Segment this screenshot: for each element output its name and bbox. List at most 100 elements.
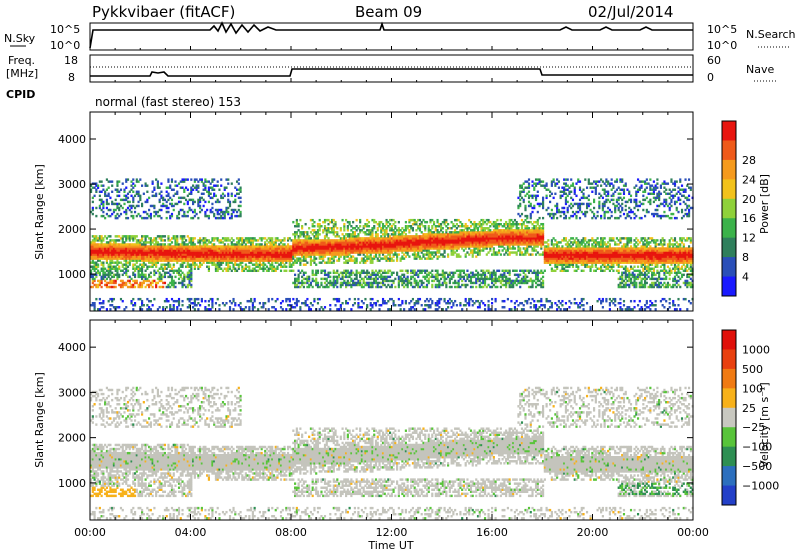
- power-cell: [431, 300, 433, 302]
- power-cell: [160, 209, 162, 211]
- power-cell: [196, 213, 198, 215]
- power-cell: [359, 219, 361, 221]
- power-cell: [125, 306, 127, 308]
- power-cell: [440, 298, 442, 300]
- power-cell: [312, 286, 314, 288]
- power-cell: [171, 213, 173, 215]
- power-cell: [120, 213, 122, 215]
- power-cell: [394, 304, 396, 306]
- power-cell: [282, 300, 284, 302]
- power-cell: [352, 221, 354, 223]
- power-cell: [218, 201, 220, 203]
- power-cell: [166, 217, 168, 219]
- power-cell: [347, 302, 349, 304]
- power-cell: [357, 298, 359, 300]
- power-cell: [171, 178, 173, 180]
- power-cell: [173, 264, 175, 266]
- power-cell: [394, 225, 396, 227]
- beam-title: Beam 09: [355, 3, 422, 21]
- power-cell: [178, 217, 180, 219]
- power-cell: [162, 306, 164, 308]
- power-cell: [329, 304, 331, 306]
- power-cell: [394, 278, 396, 280]
- power-cell: [357, 302, 359, 304]
- power-cell: [190, 178, 192, 180]
- power-cell: [396, 272, 398, 274]
- power-cell: [187, 178, 189, 180]
- power-cell: [421, 304, 423, 306]
- power-cell: [173, 304, 175, 306]
- power-cell: [426, 221, 428, 223]
- power-cell: [354, 298, 356, 300]
- power-cell: [487, 304, 489, 306]
- power-cell: [217, 180, 219, 182]
- power-cell: [498, 249, 500, 251]
- power-cell: [141, 308, 143, 310]
- power-cell: [166, 306, 168, 308]
- power-cell: [199, 205, 201, 207]
- power-cell: [301, 225, 303, 227]
- power-cell: [157, 180, 159, 182]
- power-cell: [203, 205, 205, 207]
- power-cell: [313, 225, 315, 227]
- power-cell: [312, 304, 314, 306]
- power-cell: [394, 286, 396, 288]
- power-cell: [141, 300, 143, 302]
- power-cell: [343, 308, 345, 310]
- power-cell: [160, 217, 162, 219]
- power-cell: [239, 187, 241, 189]
- power-cell: [496, 286, 498, 288]
- power-cell: [109, 209, 111, 211]
- power-cell: [264, 302, 266, 304]
- power-cell: [171, 241, 173, 243]
- power-cell: [101, 286, 103, 288]
- power-cell: [401, 270, 403, 272]
- power-cell: [146, 191, 148, 193]
- power-cell: [484, 304, 486, 306]
- power-cell: [257, 308, 259, 310]
- power-cell: [229, 201, 231, 203]
- power-cell: [141, 203, 143, 205]
- power-cell: [134, 211, 136, 213]
- power-cell: [248, 306, 250, 308]
- power-cell: [146, 184, 148, 186]
- power-cell: [115, 286, 117, 288]
- power-cell: [94, 302, 96, 304]
- power-cell: [350, 308, 352, 310]
- power-cell: [152, 304, 154, 306]
- power-cell: [169, 264, 171, 266]
- freq-right-tick-bottom: 0: [707, 71, 714, 84]
- power-cell: [231, 182, 233, 184]
- power-cell: [106, 308, 108, 310]
- power-cell: [299, 306, 301, 308]
- power-cell: [394, 221, 396, 223]
- power-cell: [239, 302, 241, 304]
- power-cell: [356, 219, 358, 221]
- power-cell: [159, 187, 161, 189]
- power-cell: [180, 308, 182, 310]
- power-cell: [336, 270, 338, 272]
- power-cell: [204, 201, 206, 203]
- power-cell: [167, 178, 169, 180]
- power-cell: [334, 304, 336, 306]
- power-cell: [134, 274, 136, 276]
- power-cell: [208, 304, 210, 306]
- power-cell: [268, 308, 270, 310]
- freq-left-tick-top: 18: [64, 54, 78, 67]
- power-cell: [405, 300, 407, 302]
- power-cell: [155, 193, 157, 195]
- power-cell: [218, 189, 220, 191]
- power-cell: [183, 203, 185, 205]
- power-cell: [122, 207, 124, 209]
- noise-right-tick-bottom: 10^0: [707, 39, 737, 52]
- noise-panel: [90, 23, 693, 50]
- power-cell: [250, 298, 252, 300]
- power-cell: [204, 300, 206, 302]
- power-cell: [465, 298, 467, 300]
- power-cell: [197, 298, 199, 300]
- power-cell: [433, 221, 435, 223]
- power-cell: [389, 308, 391, 310]
- power-cell: [438, 306, 440, 308]
- power-cell: [283, 237, 285, 239]
